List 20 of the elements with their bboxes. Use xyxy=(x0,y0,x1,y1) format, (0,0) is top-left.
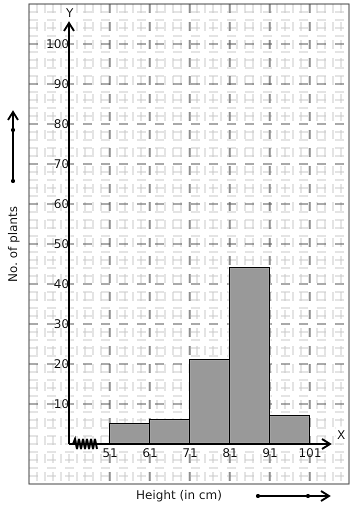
y-tick-label: 50 xyxy=(54,237,69,252)
x-axis-title: Height (in cm) xyxy=(136,488,222,502)
y-tick-label: 30 xyxy=(54,317,69,332)
y-tick-label: 40 xyxy=(54,277,69,292)
y-tick-label: 100 xyxy=(46,37,69,52)
y-tick-label: 80 xyxy=(54,117,69,132)
x-tick-label: 101 xyxy=(298,446,322,460)
y-tick-label: 90 xyxy=(54,77,69,92)
y-tick-label: 20 xyxy=(54,357,69,372)
y-tick-label: 60 xyxy=(54,197,69,212)
annotation: X xyxy=(337,428,346,442)
x-tick-label: 71 xyxy=(182,446,198,460)
y-tick-label: 70 xyxy=(54,157,69,172)
annotation: Y xyxy=(65,6,74,20)
x-tick-label: 91 xyxy=(262,446,278,460)
x-tick-label: 81 xyxy=(222,446,238,460)
y-tick-label: 10 xyxy=(54,397,69,412)
x-tick-label: 51 xyxy=(102,446,118,460)
x-tick-label: 61 xyxy=(142,446,158,460)
y-axis-title: No. of plants xyxy=(6,206,20,282)
